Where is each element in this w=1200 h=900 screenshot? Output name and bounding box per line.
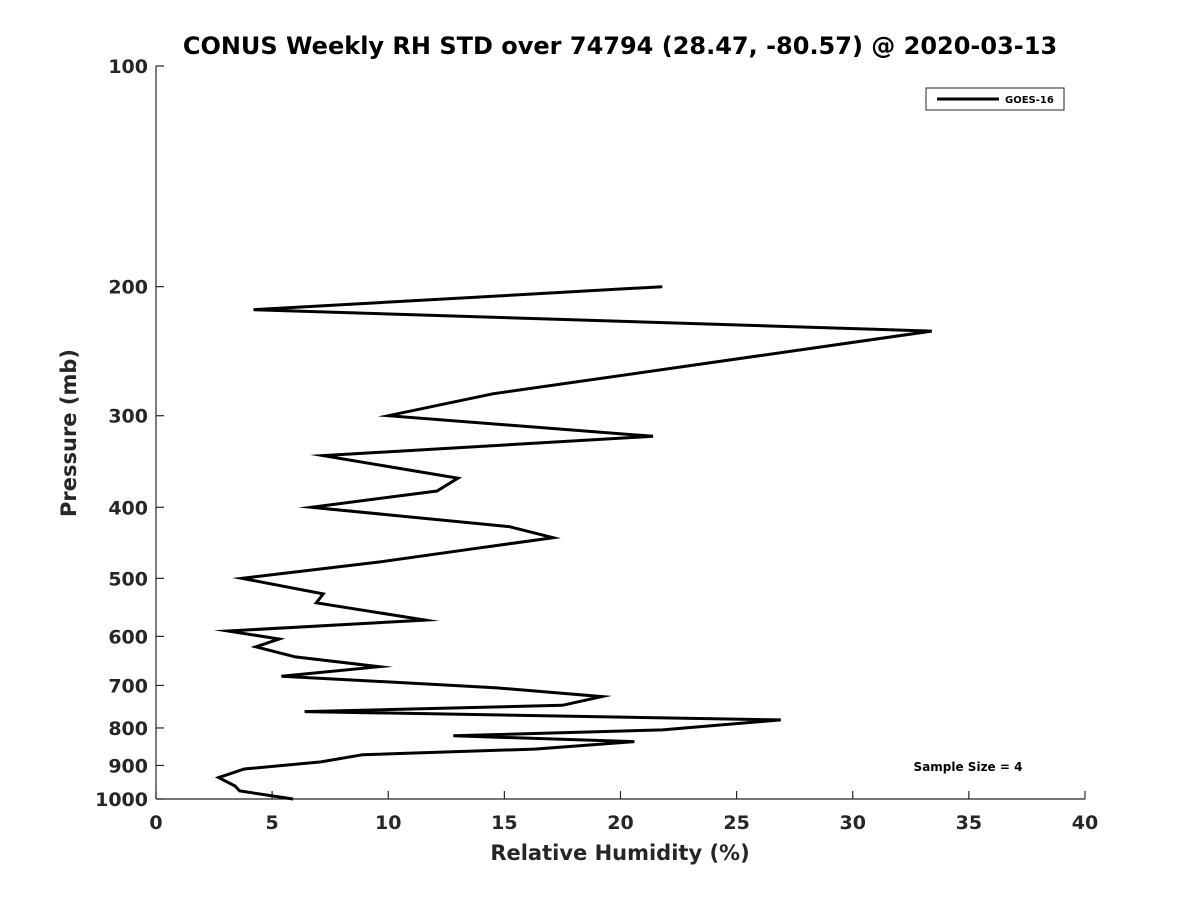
series-line-goes-16 bbox=[213, 285, 932, 801]
chart-title: CONUS Weekly RH STD over 74794 (28.47, -… bbox=[183, 32, 1057, 60]
y-tick-label-300: 300 bbox=[108, 406, 148, 428]
x-tick-label-5: 5 bbox=[266, 812, 279, 834]
legend-label-goes-16: GOES-16 bbox=[1005, 95, 1054, 106]
y-tick-label-200: 200 bbox=[108, 277, 148, 299]
legend: GOES-16 bbox=[925, 87, 1065, 111]
y-tick-label-1000: 1000 bbox=[95, 789, 148, 811]
y-tick-label-900: 900 bbox=[108, 755, 148, 777]
y-axis-label: Pressure (mb) bbox=[57, 349, 81, 517]
x-tick-label-15: 15 bbox=[491, 812, 517, 834]
y-axis-ticks: 100 200 300 400 500 600 700 800 900 1000 bbox=[95, 56, 164, 811]
x-tick-label-25: 25 bbox=[723, 812, 749, 834]
y-tick-label-500: 500 bbox=[108, 568, 148, 590]
x-tick-label-20: 20 bbox=[607, 812, 633, 834]
y-tick-label-800: 800 bbox=[108, 718, 148, 740]
x-tick-label-0: 0 bbox=[149, 812, 162, 834]
x-axis-label: Relative Humidity (%) bbox=[490, 841, 749, 865]
x-tick-label-10: 10 bbox=[375, 812, 401, 834]
x-tick-label-35: 35 bbox=[956, 812, 982, 834]
x-axis-ticks: 0 5 10 15 20 25 30 35 40 bbox=[149, 791, 1098, 834]
y-tick-label-100: 100 bbox=[108, 56, 148, 78]
y-tick-label-600: 600 bbox=[108, 626, 148, 648]
x-tick-label-40: 40 bbox=[1072, 812, 1098, 834]
sample-size-annotation: Sample Size = 4 bbox=[914, 760, 1023, 774]
y-tick-label-400: 400 bbox=[108, 497, 148, 519]
x-tick-label-30: 30 bbox=[840, 812, 866, 834]
series-group bbox=[213, 285, 932, 801]
y-tick-label-700: 700 bbox=[108, 675, 148, 697]
